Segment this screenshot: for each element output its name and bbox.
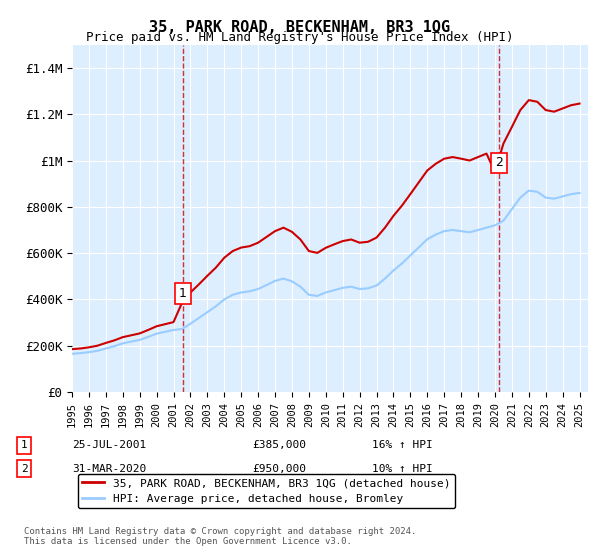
Text: 16% ↑ HPI: 16% ↑ HPI <box>372 440 433 450</box>
Text: 2: 2 <box>495 156 503 169</box>
Text: £950,000: £950,000 <box>252 464 306 474</box>
Text: 2: 2 <box>20 464 28 474</box>
Text: £385,000: £385,000 <box>252 440 306 450</box>
Text: Price paid vs. HM Land Registry's House Price Index (HPI): Price paid vs. HM Land Registry's House … <box>86 31 514 44</box>
Text: 25-JUL-2001: 25-JUL-2001 <box>72 440 146 450</box>
Text: Contains HM Land Registry data © Crown copyright and database right 2024.
This d: Contains HM Land Registry data © Crown c… <box>24 526 416 546</box>
Text: 31-MAR-2020: 31-MAR-2020 <box>72 464 146 474</box>
Text: 1: 1 <box>20 440 28 450</box>
Text: 1: 1 <box>179 287 187 300</box>
Text: 35, PARK ROAD, BECKENHAM, BR3 1QG: 35, PARK ROAD, BECKENHAM, BR3 1QG <box>149 20 451 35</box>
Legend: 35, PARK ROAD, BECKENHAM, BR3 1QG (detached house), HPI: Average price, detached: 35, PARK ROAD, BECKENHAM, BR3 1QG (detac… <box>77 474 455 508</box>
Text: 10% ↑ HPI: 10% ↑ HPI <box>372 464 433 474</box>
